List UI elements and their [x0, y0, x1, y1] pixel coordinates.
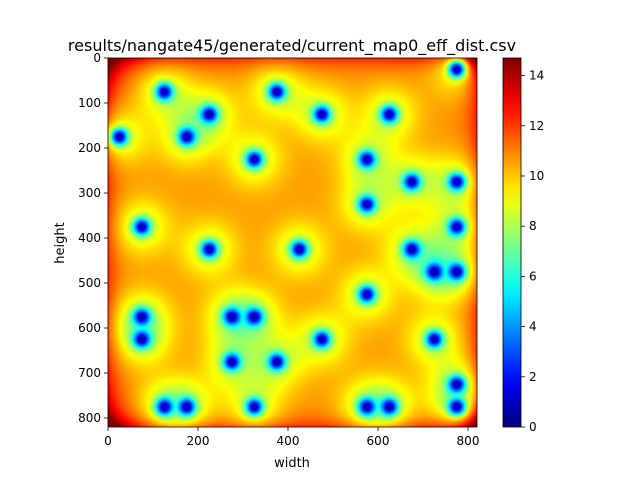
colorbar-tick-label: 10: [529, 169, 544, 183]
x-tick-label: 600: [367, 434, 390, 448]
y-tick-label: 700: [78, 366, 101, 380]
colorbar-tick-label: 6: [529, 269, 537, 283]
plot-frame: [107, 57, 478, 428]
heatmap-image: [108, 58, 477, 427]
plot-area: [107, 57, 478, 428]
y-tick-label: 200: [78, 141, 101, 155]
y-tick-label: 600: [78, 321, 101, 335]
colorbar: 0 2 4 6 8 10 12 14: [502, 57, 544, 434]
x-tick-label: 800: [457, 434, 480, 448]
x-tick-label: 200: [187, 434, 210, 448]
y-tick-label: 0: [93, 51, 101, 65]
x-tick-label: 0: [104, 434, 112, 448]
colorbar-gradient: [502, 57, 522, 428]
y-tick-label: 300: [78, 186, 101, 200]
x-axis-label: width: [274, 456, 310, 471]
y-tick-label: 100: [78, 96, 101, 110]
x-axis: 0 200 400 600 800: [104, 427, 479, 448]
colorbar-tick-label: 8: [529, 219, 537, 233]
colorbar-tick-label: 12: [529, 119, 544, 133]
x-tick-label: 400: [277, 434, 300, 448]
y-axis: 0 100 200 300 400 500 600 700 800: [78, 51, 108, 425]
chart-title: results/nangate45/generated/current_map0…: [68, 36, 516, 56]
colorbar-tick-label: 2: [529, 370, 537, 384]
colorbar-tick-label: 4: [529, 320, 537, 334]
y-tick-label: 400: [78, 231, 101, 245]
colorbar-tick-label: 0: [529, 420, 537, 434]
colorbar-tick-label: 14: [529, 69, 544, 83]
y-tick-label: 800: [78, 411, 101, 425]
y-axis-label: height: [53, 222, 68, 263]
y-tick-label: 500: [78, 276, 101, 290]
